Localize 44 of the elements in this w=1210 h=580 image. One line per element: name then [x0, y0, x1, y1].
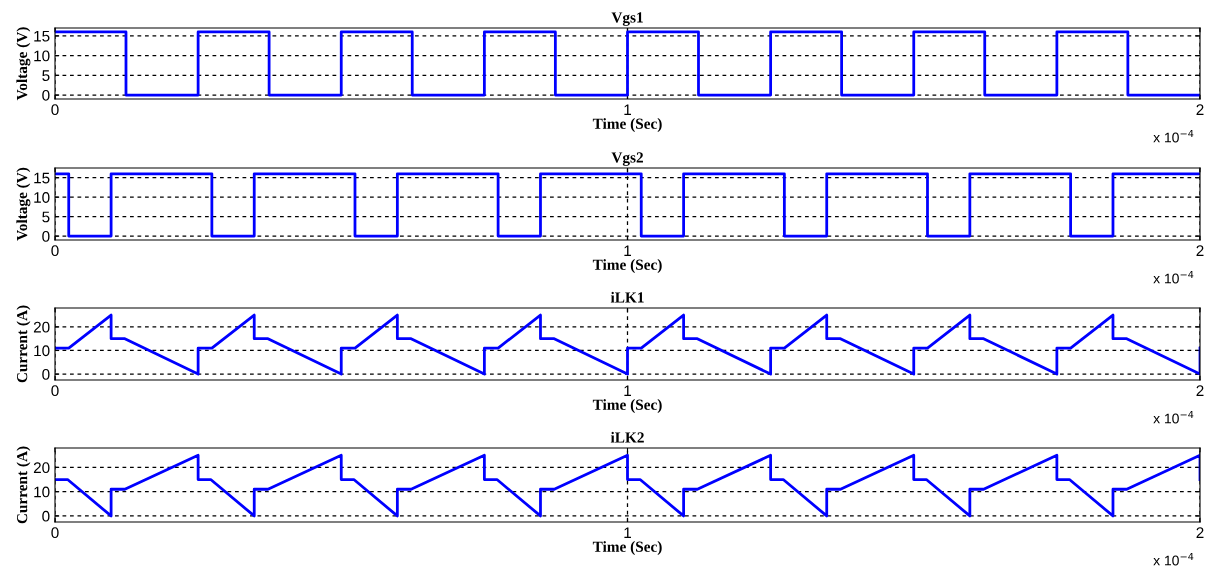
- chart-title: iLK2: [610, 431, 644, 443]
- y-tick-label: 20: [33, 462, 50, 474]
- y-tick-label: 5: [42, 70, 50, 82]
- x-tick-label: 2: [1196, 104, 1204, 115]
- x-tick-label: 1: [624, 527, 631, 538]
- text: x 10$^{−4}$: [1153, 410, 1194, 424]
- x-tick-label: 0: [51, 527, 59, 539]
- x-tick-label: 0: [51, 104, 59, 116]
- y-axis-title: Voltage (V): [16, 27, 31, 101]
- x-axis-title: Time (Sec): [592, 259, 662, 273]
- y-tick-label: 10: [34, 345, 50, 357]
- y-tick-label: 0: [42, 89, 50, 101]
- y-tick-label: 0: [42, 510, 50, 522]
- x-tick-label: 0: [51, 385, 59, 397]
- x-tick-label: 2: [1196, 385, 1204, 396]
- x-axis-title: Time (Sec): [592, 541, 662, 555]
- y-axis-title: Current (A): [16, 305, 31, 383]
- y-tick-label: 15: [34, 30, 50, 42]
- chart-title: Vgs1: [611, 12, 643, 26]
- y-tick-label: 10: [34, 486, 50, 498]
- y-tick-label: 0: [42, 230, 50, 242]
- y-axis-title: Current (A): [16, 446, 31, 524]
- x-tick-label: 1: [624, 385, 631, 396]
- x-tick-label: 0: [51, 245, 59, 257]
- y-tick-label: 20: [33, 321, 50, 333]
- text: x 10$^{−4}$: [1153, 552, 1194, 566]
- x-axis-title: Time (Sec): [592, 118, 662, 132]
- y-tick-label: 0: [42, 368, 50, 380]
- y-tick-label: 10: [34, 50, 50, 62]
- y-tick-label: 15: [34, 172, 50, 184]
- x-tick-label: 2: [1196, 527, 1204, 538]
- y-tick-label: 5: [42, 211, 50, 223]
- y-tick-label: 10: [34, 192, 50, 203]
- y-axis-title: Voltage (V): [16, 167, 31, 241]
- x-tick-label: 1: [624, 104, 631, 115]
- x-tick-label: 1: [624, 245, 631, 256]
- line-series: [55, 453, 1200, 518]
- chart-title: Vgs2: [611, 152, 643, 166]
- text: x 10$^{−4}$: [1153, 129, 1194, 143]
- line-series: [55, 313, 1200, 376]
- x-tick-label: 2: [1196, 245, 1204, 256]
- text: x 10$^{−4}$: [1153, 270, 1194, 284]
- x-axis-title: Time (Sec): [592, 399, 662, 413]
- chart-title: iLK1: [610, 291, 644, 303]
